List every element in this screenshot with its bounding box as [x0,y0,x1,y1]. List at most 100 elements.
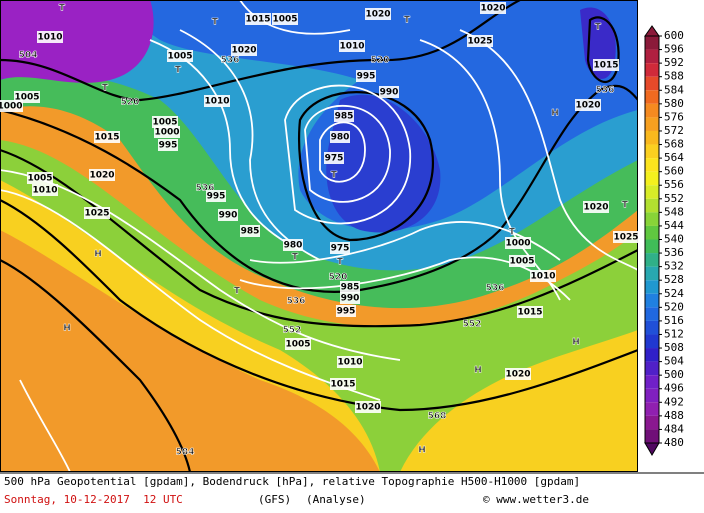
contour-label: 1005 [14,93,39,103]
colorbar-tick-label: 580 [664,97,684,110]
pressure-center-label: T [595,23,602,33]
colorbar-tick-label: 568 [664,138,684,151]
footer-description: 500 hPa Geopotential [gpdam], Bodendruck… [4,475,580,488]
colorbar-band [645,49,659,64]
pressure-center-label: T [404,16,411,26]
contour-label: 995 [159,141,178,151]
map-fill-green [0,140,638,472]
colorbar-band [645,280,659,294]
footer-model: (GFS) [258,493,291,506]
colorbar-tick-label: 524 [664,287,684,300]
label-box [94,131,120,143]
label-box [330,378,356,390]
contour-label: 980 [284,241,303,251]
colorbar-tick-label: 544 [664,219,684,232]
colorbar-band [645,90,659,104]
map-labels: 504 520 536 536 520 536 552 552 536 536 520 568 584 T… [0,2,639,458]
contour-label: 985 [335,112,354,122]
label-box [152,116,178,128]
pressure-center-label: 536 [596,86,615,96]
contour-label: 1015 [94,133,119,143]
colorbar-band [645,293,659,308]
label-box [89,169,115,181]
contour-label: 980 [331,133,350,143]
colorbar-band [645,36,659,50]
label-box [340,292,360,304]
pressure-center-label: 520 [121,98,140,108]
label-box [334,110,354,122]
colorbar-band [645,253,659,267]
colorbar-band [645,158,659,172]
label-box [593,59,619,71]
colorbar-tick-label: 488 [664,409,684,422]
contour-label: 1020 [575,101,600,111]
label-box [505,237,531,249]
label-box [154,126,180,138]
contour-label: 975 [331,244,350,254]
label-box [339,40,365,52]
contour-label: 985 [241,227,260,237]
colorbar-band [645,239,659,254]
pressure-center-label: 584 [176,448,195,458]
footer-run: (Analyse) [306,493,366,506]
contour-label: 995 [357,72,376,82]
contour-label: 1005 [285,340,310,350]
footer-date: Sonntag, 10-12-2017 12 UTC [4,493,183,506]
contour-label: 1020 [89,171,114,181]
contour-label: 1020 [231,46,256,56]
pressure-center-label: H [418,446,426,456]
pressure-center-label: T [102,84,109,94]
colorbar-tick-label: 576 [664,110,684,123]
contour-label: 990 [341,294,360,304]
colorbar-tick-label: 564 [664,151,684,164]
contour-label: 1010 [339,42,364,52]
colorbar-band [645,307,659,321]
colorbar-band [645,415,659,430]
contour-label: 1015 [330,380,355,390]
map-fill-purple [0,0,154,83]
contour-label: 1020 [355,403,380,413]
label-box [285,338,311,350]
colorbar-tick-label: 552 [664,192,684,205]
contour-label: 1000 [154,128,179,138]
colorbar-tick-label: 596 [664,43,684,56]
colorbar-band [645,171,659,186]
colorbar-band [645,334,659,349]
label-box [204,95,230,107]
label-box [517,306,543,318]
pressure-center-label: 520 [329,273,348,283]
colorbar-tick-label: 584 [664,83,684,96]
label-box [240,225,260,237]
colorbar-band [645,130,659,145]
contour-label: 995 [207,192,226,202]
pressure-center-label: 536 [486,284,505,294]
label-box [324,152,344,164]
label-box [505,368,531,380]
pressure-center-label: 552 [283,326,302,336]
label-box [355,401,381,413]
pressure-center-label: H [474,366,482,376]
label-box [480,2,506,14]
colorbar-band [645,361,659,376]
label-box [206,190,226,202]
contour-label: 1020 [365,10,390,20]
contour-label: 1020 [505,370,530,380]
colorbar-tick-label: 500 [664,368,684,381]
contour-label: 990 [380,88,399,98]
colorbar: 6005965925885845805765725685645605565525… [644,25,684,456]
colorbar-tick-label: 520 [664,300,684,313]
label-box [356,70,376,82]
contour-label: 1010 [32,186,57,196]
pressure-center-label: T [292,253,299,263]
geopotential-contours [0,0,638,472]
label-box [575,99,601,111]
colorbar-band [645,76,659,91]
contour-label: 1005 [272,15,297,25]
colorbar-tick-label: 484 [664,422,684,435]
pressure-isobars [0,0,638,472]
colorbar-tick-label: 504 [664,355,684,368]
contour-label: 1000 [0,102,23,112]
label-box [158,139,178,151]
pressure-center-label: 536 [221,56,240,66]
